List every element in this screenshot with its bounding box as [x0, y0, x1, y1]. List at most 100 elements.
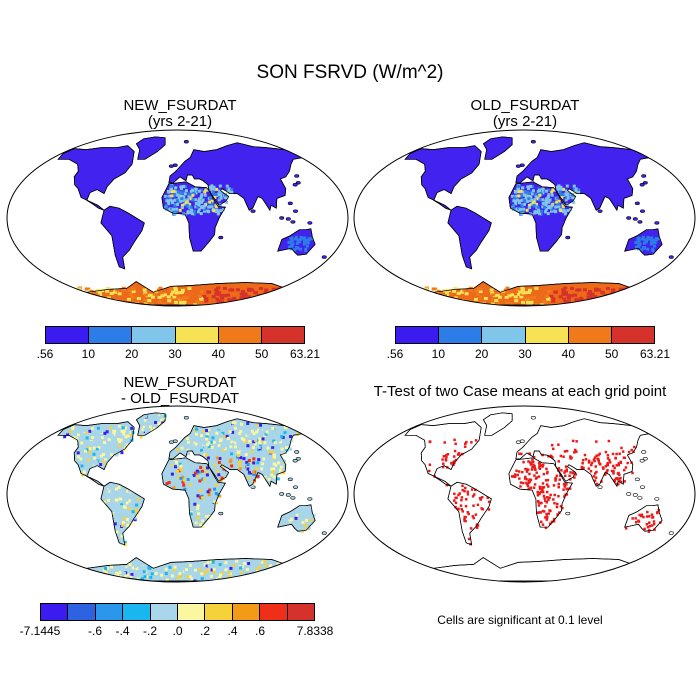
map-cell [618, 287, 623, 291]
map-cell [125, 573, 129, 577]
coastline-eurasia [515, 418, 652, 488]
map-cell [89, 302, 94, 306]
map-cell [285, 448, 289, 452]
map-cell [84, 287, 89, 291]
map-cell [180, 197, 184, 201]
map-cell [236, 302, 241, 306]
significant-cell [441, 465, 445, 469]
map-cell [123, 543, 127, 547]
map-cell [197, 470, 201, 474]
map-cell [210, 184, 214, 188]
map-cell [298, 516, 302, 520]
map-cell [219, 196, 223, 200]
island [307, 221, 313, 225]
map-cell [97, 303, 102, 306]
significant-cell [461, 484, 464, 488]
map-cell [216, 212, 220, 216]
map-cell [70, 566, 74, 570]
map-cell [143, 298, 148, 302]
map-cell [127, 440, 131, 444]
significant-cell [537, 475, 541, 478]
map-cell [163, 194, 167, 198]
map-cell [121, 521, 125, 525]
map-cell [104, 567, 108, 571]
map-cell [223, 447, 227, 451]
map-cell [180, 566, 184, 570]
map-cell [201, 198, 205, 202]
significant-cell [590, 463, 593, 467]
map-cell [182, 198, 186, 202]
map-cell [203, 190, 207, 194]
significant-cell [618, 452, 621, 456]
colorbar-old-labels: .56 10 20 30 40 50 63.21 [387, 347, 670, 361]
map-cell [515, 194, 519, 198]
map-cell [90, 577, 94, 581]
map-cell [160, 294, 165, 298]
map-cell [97, 290, 102, 294]
map-cell [638, 286, 643, 290]
map-cell [133, 564, 137, 568]
island [287, 477, 293, 482]
map-cell [555, 200, 559, 204]
map-cell [65, 566, 69, 570]
significant-cell [458, 453, 461, 456]
significant-cell [631, 517, 634, 520]
island [626, 216, 632, 220]
map-cell [196, 494, 200, 498]
map-cell [185, 568, 189, 572]
map-cell [128, 499, 132, 503]
map-cell [270, 473, 274, 477]
map-cell [94, 459, 98, 463]
significant-cell [604, 450, 608, 454]
map-cell [156, 288, 161, 292]
map-cell [273, 436, 277, 440]
map-cell [111, 442, 115, 446]
map-cell [222, 448, 226, 452]
significant-cell [550, 520, 554, 524]
map-cell [174, 291, 179, 295]
significant-cell [541, 509, 545, 513]
significant-cell [608, 458, 611, 462]
map-cell [541, 187, 545, 191]
significant-cell [569, 455, 572, 458]
map-cell [180, 198, 184, 202]
map-cell [563, 212, 567, 216]
map-cell [230, 440, 234, 444]
significant-cell [593, 459, 596, 463]
significant-cell [650, 524, 654, 527]
map-cell [201, 477, 205, 481]
map-cell [564, 198, 568, 202]
map-cell [113, 522, 117, 526]
map-cell [635, 240, 639, 244]
map-cell [144, 563, 148, 567]
map-cell [104, 571, 108, 575]
colorbar-swatch [396, 327, 440, 343]
significant-cell [519, 481, 523, 484]
significant-cell [569, 471, 572, 474]
map-cell [550, 190, 554, 194]
significant-cell [652, 520, 656, 523]
map-cell [268, 432, 272, 436]
map-cell [411, 286, 416, 290]
map-cell [240, 578, 244, 582]
map-cell [543, 205, 547, 209]
map-cell [142, 288, 147, 292]
significant-cell [608, 461, 612, 464]
island [183, 416, 189, 420]
significant-cell [549, 493, 552, 497]
map-cell [191, 193, 195, 197]
map-cell [131, 295, 136, 299]
map-cell [212, 209, 216, 213]
significant-cell [584, 458, 588, 461]
significant-cell [470, 488, 474, 491]
significant-cell [647, 530, 651, 533]
significant-cell [552, 517, 556, 521]
map-cell [182, 202, 186, 206]
map-cell [220, 433, 224, 437]
map-cell [238, 579, 242, 582]
map-cell [273, 299, 278, 303]
map-cell [180, 187, 184, 191]
significant-cell [466, 511, 470, 514]
significant-cell [541, 486, 544, 489]
map-cell [203, 563, 207, 567]
